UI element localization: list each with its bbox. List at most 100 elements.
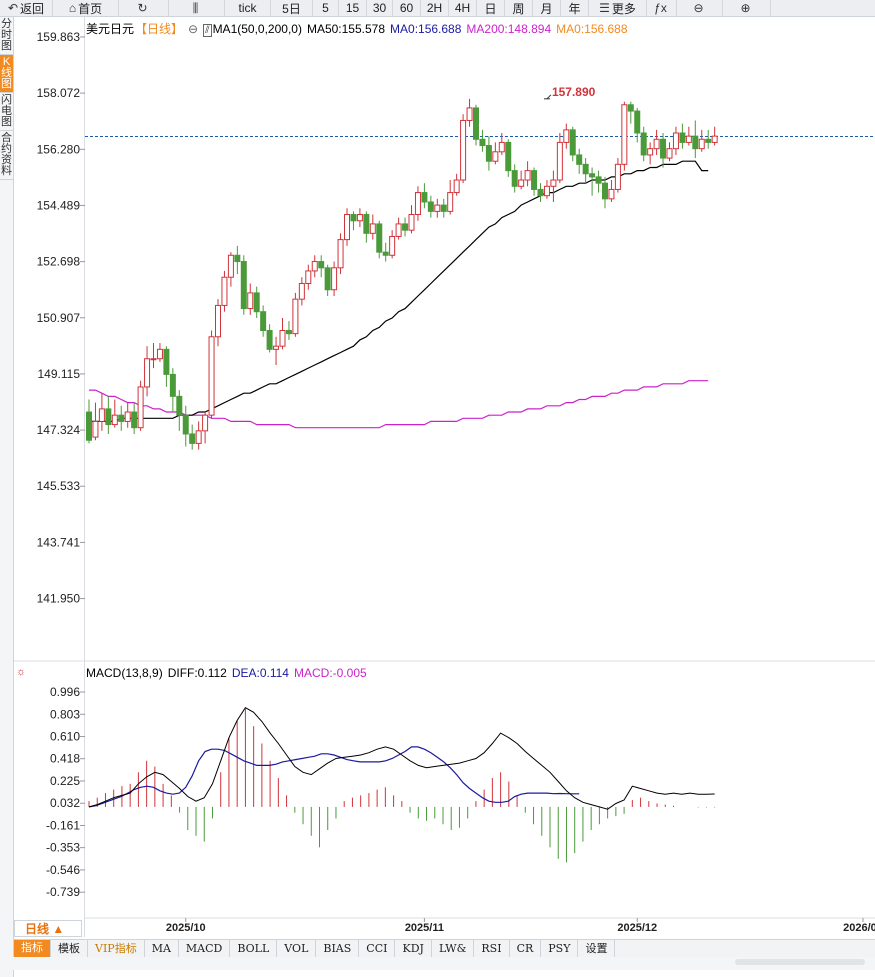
indicator-icon[interactable]: ⫽ xyxy=(203,24,212,37)
candle-body xyxy=(118,414,125,422)
indicator-tab-0[interactable]: 指标 xyxy=(14,940,51,957)
price-tick-label: 159.863 xyxy=(37,30,81,44)
candle-body xyxy=(479,138,486,147)
indicator-tab-5[interactable]: BOLL xyxy=(230,940,278,957)
candle-body xyxy=(318,261,325,269)
candle-body xyxy=(679,132,686,143)
price-tick-label: 154.489 xyxy=(37,198,81,212)
candle-body xyxy=(215,304,221,338)
zoom-out-button[interactable]: ⊖ xyxy=(677,0,723,16)
macd-tick-label: 0.418 xyxy=(50,752,80,766)
indicator-tab-9[interactable]: KDJ xyxy=(395,940,432,957)
toolbar-label: 年 xyxy=(568,1,581,16)
candle-body xyxy=(156,348,163,360)
candle-body xyxy=(356,214,363,222)
indicator-tab-4[interactable]: MACD xyxy=(179,940,231,957)
candle-body xyxy=(537,188,544,197)
price-tick-label: 149.115 xyxy=(38,367,81,381)
price-tick-label: 143.741 xyxy=(37,535,81,549)
side-tab-3[interactable]: 合约资料 xyxy=(0,131,13,180)
toolbar-label: 60 xyxy=(399,1,414,15)
candle-body xyxy=(647,148,654,156)
function-button[interactable]: ƒx xyxy=(647,0,677,16)
period-selector[interactable]: 日线 ▲ xyxy=(14,920,82,937)
toolbar-period-button[interactable]: 月 xyxy=(533,0,561,16)
ma50-value: MA50:155.578 xyxy=(306,22,386,36)
candle-body xyxy=(660,138,667,159)
candle-body xyxy=(518,179,525,187)
indicator-tab-3[interactable]: MA xyxy=(145,940,179,957)
indicator-tab-1[interactable]: 模板 xyxy=(51,940,88,957)
candle-body xyxy=(253,292,260,313)
indicator-tab-13[interactable]: PSY xyxy=(541,940,579,957)
toolbar-period-button[interactable]: 5 xyxy=(313,0,339,16)
indicator-tab-12[interactable]: CR xyxy=(510,940,542,957)
toolbar-label: 首页 xyxy=(78,1,103,16)
candle-body xyxy=(460,119,467,181)
toolbar-menu-button[interactable]: ☰ 更多 xyxy=(589,0,647,16)
indicator-tab-2[interactable]: VIP指标 xyxy=(88,940,145,957)
period-tag[interactable]: 【日线】 xyxy=(135,22,184,36)
indicator-tabs: 指标 模板 VIP指标 MA MACD BOLL VOL BIAS CCI KDJ LW& RSI CR… xyxy=(14,939,875,958)
candle-body xyxy=(666,148,673,159)
chart-canvas[interactable]: 159.863158.072156.280154.489152.698150.9… xyxy=(0,0,875,940)
toolbar-period-button[interactable]: tick xyxy=(225,0,271,16)
scroll-indicator[interactable] xyxy=(735,959,865,965)
toolbar-period-button[interactable]: 周 xyxy=(505,0,533,16)
side-tab-0[interactable]: 分时图 xyxy=(0,17,13,55)
candle-body xyxy=(202,414,209,432)
dea-line xyxy=(88,746,580,808)
zoom-in-icon: ⊕ xyxy=(740,1,751,15)
indicator-tab-8[interactable]: CCI xyxy=(359,940,396,957)
toolbar-period-button[interactable]: 30 xyxy=(367,0,393,16)
candle-body xyxy=(137,386,144,429)
candle-body xyxy=(376,223,383,253)
indicator-tab-14[interactable]: 设置 xyxy=(578,940,616,957)
refresh-button[interactable]: ↻ xyxy=(119,0,169,16)
toolbar-label: 日 xyxy=(484,1,497,16)
candles-group xyxy=(86,98,718,450)
candle-body xyxy=(105,408,112,426)
candle-body xyxy=(169,373,176,397)
toolbar-period-button[interactable]: 60 xyxy=(393,0,421,16)
candle-body xyxy=(653,138,660,150)
toolbar-label: tick xyxy=(238,1,257,15)
diff-value: DIFF:0.112 xyxy=(167,666,227,680)
candle-body xyxy=(543,185,550,197)
toolbar-period-button[interactable]: 年 xyxy=(561,0,589,16)
candle-body xyxy=(273,345,280,350)
candle-body xyxy=(582,163,589,175)
candle-body xyxy=(331,267,338,291)
indicator-tab-7[interactable]: BIAS xyxy=(316,940,360,957)
macd-label[interactable]: MACD(13,8,9) xyxy=(86,666,163,680)
candle-body xyxy=(408,214,415,231)
side-tab-2[interactable]: 闪电图 xyxy=(0,93,13,131)
candle-body xyxy=(311,261,318,272)
candle-body xyxy=(627,104,634,112)
settings-icon[interactable]: ⊖ xyxy=(188,22,199,36)
toolbar-period-button[interactable]: 5日 xyxy=(271,0,313,16)
toolbar-period-button[interactable]: 15 xyxy=(339,0,367,16)
candle-body xyxy=(369,223,376,234)
toolbar-period-button[interactable]: 4H xyxy=(449,0,477,16)
candle-body xyxy=(189,433,196,444)
macd-tick-label: 0.996 xyxy=(50,685,80,699)
indicator-tab-11[interactable]: RSI xyxy=(474,940,510,957)
toolbar-home-button[interactable]: ⌂ 首页 xyxy=(53,0,119,16)
candle-body xyxy=(292,298,299,335)
ma-label[interactable]: MA1(50,0,200,0) xyxy=(212,22,302,36)
candlestick-button[interactable]: ⫼ xyxy=(169,0,225,16)
toolbar-period-button[interactable]: 日 xyxy=(477,0,505,16)
candle-body xyxy=(279,330,286,347)
toolbar-back-arrow-button[interactable]: ↶ 返回 xyxy=(0,0,53,16)
toolbar-period-button[interactable]: 2H xyxy=(421,0,449,16)
price-tick-label: 158.072 xyxy=(37,86,81,100)
indicator-tab-6[interactable]: VOL xyxy=(277,940,317,957)
candle-body xyxy=(614,163,621,190)
candle-body xyxy=(640,132,647,156)
candle-body xyxy=(350,214,357,222)
indicator-tab-10[interactable]: LW& xyxy=(432,940,475,957)
zoom-in-button[interactable]: ⊕ xyxy=(723,0,771,16)
candle-body xyxy=(182,414,189,435)
